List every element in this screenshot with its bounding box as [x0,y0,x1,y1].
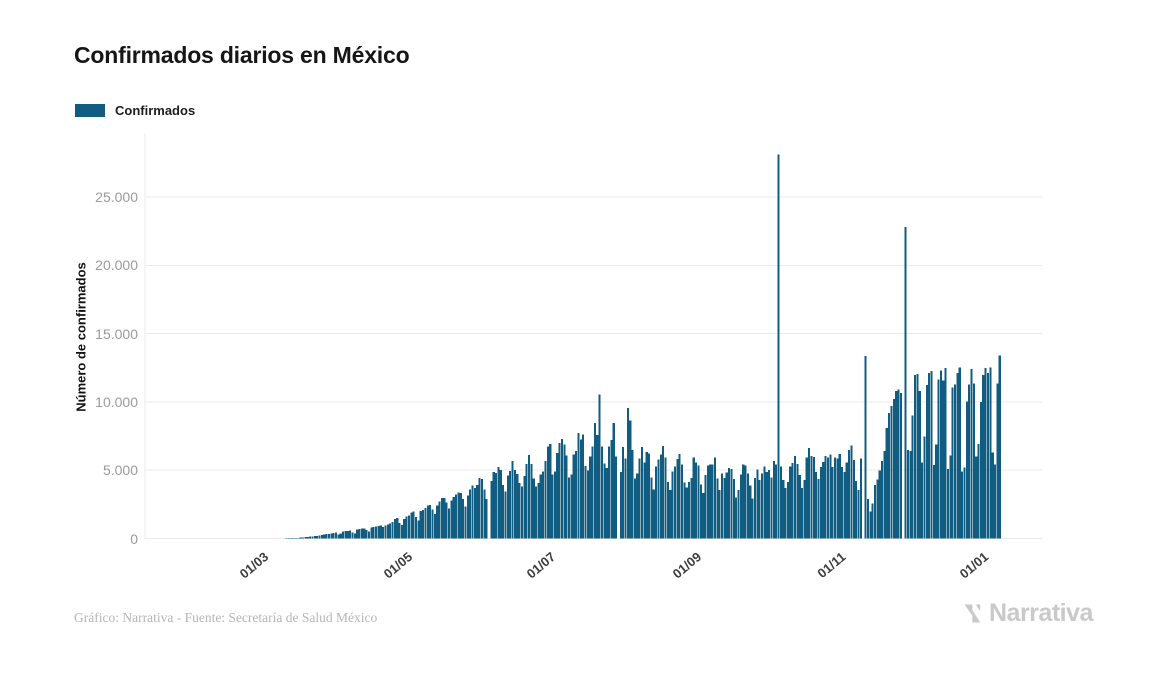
y-tick-15000: 15.000 [95,326,138,342]
y-tick-5000: 5.000 [102,462,138,478]
legend-swatch [75,104,105,117]
y-tick-0: 0 [130,531,138,547]
narrativa-logo: Narrativa [960,599,1093,628]
y-tick-20000: 20.000 [95,257,138,273]
legend-item-confirmados[interactable]: Confirmados [75,103,195,118]
narrativa-logo-icon [964,604,981,623]
y-tick-10000: 10.000 [95,394,138,410]
narrativa-logo-text: Narrativa [989,599,1093,627]
page-title: Confirmados diarios en México [74,42,410,68]
y-tick-25000: 25.000 [95,189,138,205]
legend-label: Confirmados [115,103,196,118]
source-credit: Gráfico: Narrativa - Fuente: Secretaría … [74,610,378,625]
